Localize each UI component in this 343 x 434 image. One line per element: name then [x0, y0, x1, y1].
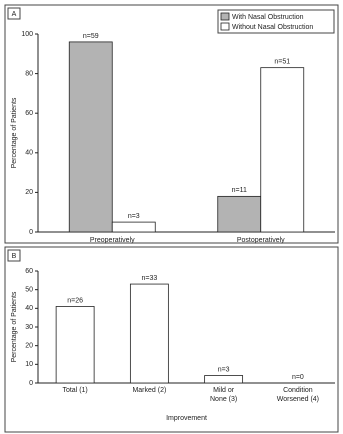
y-tick-label: 80 [25, 70, 33, 77]
x-tick-label: Postoperatively [237, 237, 285, 244]
bar-annotation: n=11 [232, 187, 247, 194]
y-tick-label: 50 [25, 287, 33, 294]
y-tick-label: 0 [29, 380, 33, 387]
y-tick-label: 20 [25, 343, 33, 350]
y-tick-label: 0 [29, 229, 33, 236]
legend-label: With Nasal Obstruction [232, 14, 304, 21]
panel-tag-box [7, 7, 21, 20]
x-tick-label: Mild or None (3) [210, 387, 237, 403]
legend-swatch [220, 22, 230, 31]
y-tick-label: 100 [21, 31, 33, 38]
y-tick-label: 40 [25, 305, 33, 312]
x-axis-label: Improvement [166, 415, 207, 422]
panel-frame [4, 4, 339, 244]
legend-swatch [220, 12, 230, 21]
bar-annotation: n=0 [292, 374, 304, 381]
y-tick-label: 60 [25, 110, 33, 117]
bar [55, 306, 95, 384]
x-tick-label: Preoperatively [90, 237, 135, 244]
bar-annotation: n=59 [83, 33, 99, 40]
x-tick-label: Total (1) [62, 387, 87, 394]
y-tick-label: 30 [25, 324, 33, 331]
bar [217, 195, 262, 233]
bar-annotation: n=3 [128, 213, 140, 220]
y-tick-label: 10 [25, 361, 33, 368]
bar [204, 375, 244, 384]
bar-annotation: n=33 [141, 275, 157, 282]
legend-frame [217, 9, 335, 34]
bar-annotation: n=26 [67, 297, 83, 304]
bar [68, 41, 113, 233]
panel-tag: B [12, 253, 17, 260]
bar [260, 67, 305, 233]
bar-annotation: n=51 [274, 59, 290, 66]
y-axis-label: Percentage of Patients [11, 97, 18, 168]
x-tick-label: Marked (2) [132, 387, 166, 394]
bar [111, 221, 156, 233]
panel-tag: A [12, 11, 17, 18]
legend-label: Without Nasal Obstruction [232, 24, 313, 31]
y-tick-label: 60 [25, 268, 33, 275]
y-tick-label: 20 [25, 189, 33, 196]
panel-tag-box [7, 249, 21, 262]
bar [129, 283, 169, 384]
panel-frame [4, 246, 339, 433]
bar-annotation: n=3 [218, 366, 230, 373]
x-tick-label: Condition Worsened (4) [277, 387, 319, 403]
y-tick-label: 40 [25, 150, 33, 157]
y-axis-label: Percentage of Patients [11, 291, 18, 362]
